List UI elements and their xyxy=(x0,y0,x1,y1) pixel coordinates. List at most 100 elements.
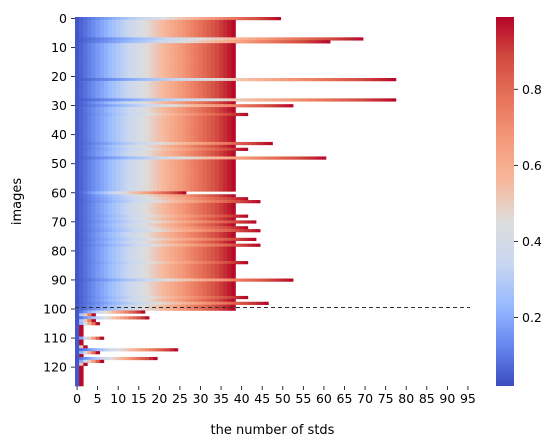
heatmap-cell xyxy=(75,272,80,276)
heatmap-cell xyxy=(186,269,191,273)
heatmap-cell xyxy=(173,298,179,303)
heatmap-cell xyxy=(83,202,88,207)
heatmap-cell xyxy=(136,220,142,224)
heatmap-cell xyxy=(87,139,92,143)
heatmap-cell xyxy=(231,121,236,125)
heatmap-cell xyxy=(75,362,80,366)
heatmap-cell xyxy=(181,51,187,56)
heatmap-cell xyxy=(116,170,121,175)
heatmap-cell xyxy=(79,63,84,67)
heatmap-cell xyxy=(112,249,117,253)
heatmap-cell xyxy=(99,272,105,276)
heatmap-cell xyxy=(169,348,175,352)
heatmap-cell xyxy=(202,179,208,183)
heatmap-cell xyxy=(136,121,142,125)
heatmap-cell xyxy=(198,237,203,242)
heatmap-cell xyxy=(103,162,109,166)
heatmap-cell xyxy=(75,232,80,236)
heatmap-cell xyxy=(231,205,236,210)
heatmap-cell xyxy=(210,165,216,169)
heatmap-cell xyxy=(120,191,125,195)
heatmap-cell xyxy=(124,80,129,85)
heatmap-cell xyxy=(120,66,125,70)
heatmap-cell xyxy=(144,173,150,178)
heatmap-cell xyxy=(91,19,96,24)
heatmap-row xyxy=(75,211,236,215)
heatmap-cell xyxy=(140,139,146,143)
heatmap-cell xyxy=(149,147,154,151)
heatmap-cell xyxy=(358,37,364,41)
heatmap-cell xyxy=(112,165,117,169)
heatmap-cell xyxy=(177,278,183,282)
heatmap-cell xyxy=(181,165,187,169)
heatmap-cell xyxy=(239,278,245,282)
heatmap-cell xyxy=(214,252,220,256)
heatmap-cell xyxy=(124,34,129,38)
heatmap-cell xyxy=(210,60,216,64)
heatmap-cell xyxy=(112,176,117,181)
heatmap-cell xyxy=(214,115,220,119)
heatmap-cell xyxy=(227,194,232,198)
heatmap-cell xyxy=(95,293,101,297)
heatmap-cell xyxy=(231,92,236,96)
heatmap-cell xyxy=(128,80,133,85)
heatmap-row xyxy=(75,316,150,320)
heatmap-cell xyxy=(95,223,101,227)
heatmap-cell xyxy=(124,197,129,201)
heatmap-cell xyxy=(194,200,199,204)
heatmap-row xyxy=(75,182,236,186)
heatmap-cell xyxy=(128,290,133,294)
heatmap-cell xyxy=(153,101,158,105)
heatmap-cell xyxy=(231,287,236,291)
heatmap-row xyxy=(75,342,84,346)
heatmap-cell xyxy=(99,307,105,311)
heatmap-cell xyxy=(103,37,109,41)
heatmap-cell xyxy=(132,188,138,192)
heatmap-cell xyxy=(214,147,220,151)
heatmap-cell xyxy=(87,37,92,41)
heatmap-cell xyxy=(91,173,96,178)
heatmap-cell xyxy=(231,179,236,183)
heatmap-cell xyxy=(75,322,80,326)
heatmap-cell xyxy=(75,298,80,303)
heatmap-cell xyxy=(149,200,154,204)
heatmap-cell xyxy=(177,200,183,204)
heatmap-cell xyxy=(202,63,208,67)
heatmap-cell xyxy=(99,287,105,291)
heatmap-cell xyxy=(79,211,84,215)
heatmap-cell xyxy=(99,153,105,157)
heatmap-cell xyxy=(206,188,212,192)
heatmap-cell xyxy=(120,133,125,137)
heatmap-cell xyxy=(103,78,109,82)
heatmap-cell xyxy=(140,310,146,314)
heatmap-row xyxy=(75,255,236,259)
heatmap-cell xyxy=(107,266,113,271)
heatmap-cell xyxy=(128,217,133,221)
heatmap-cell xyxy=(112,63,117,67)
heatmap-cell xyxy=(116,43,121,47)
heatmap-cell xyxy=(206,69,212,73)
heatmap-cell xyxy=(214,144,220,149)
heatmap-cell xyxy=(169,173,175,178)
heatmap-cell xyxy=(120,101,125,105)
heatmap-cell xyxy=(79,263,84,268)
heatmap-row xyxy=(75,336,105,340)
heatmap-cell xyxy=(83,37,88,41)
heatmap-cell xyxy=(276,78,282,82)
heatmap-cell xyxy=(186,22,191,27)
heatmap-cell xyxy=(99,43,105,47)
heatmap-cell xyxy=(169,48,175,53)
heatmap-cell xyxy=(128,25,133,29)
heatmap-cell xyxy=(210,220,216,224)
heatmap-cell xyxy=(75,275,80,279)
heatmap-cell xyxy=(103,266,109,271)
heatmap-cell xyxy=(165,72,170,76)
heatmap-cell xyxy=(280,37,286,41)
heatmap-cell xyxy=(247,17,253,21)
heatmap-cell xyxy=(103,356,109,361)
heatmap-cell xyxy=(79,144,84,149)
heatmap-cell xyxy=(157,118,162,122)
heatmap-cell xyxy=(140,356,146,361)
heatmap-cell xyxy=(165,130,170,134)
heatmap-cell xyxy=(83,60,88,64)
